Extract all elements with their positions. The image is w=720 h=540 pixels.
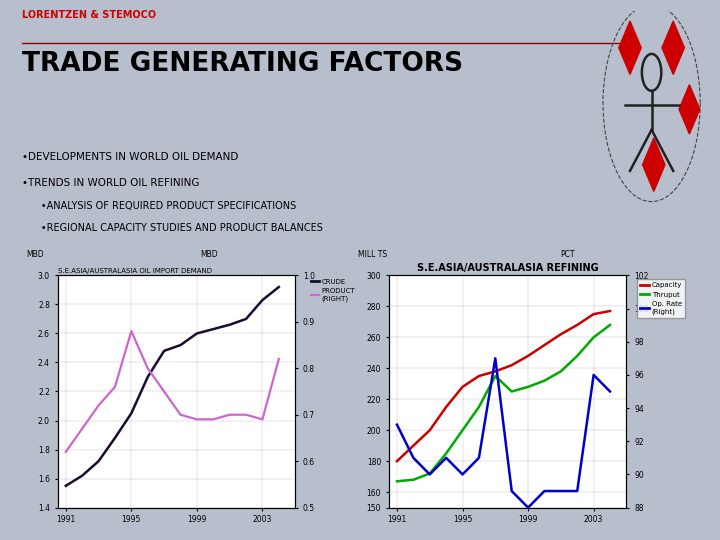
Text: TRADE GENERATING FACTORS: TRADE GENERATING FACTORS <box>22 51 463 77</box>
Text: MBD: MBD <box>200 250 217 259</box>
Polygon shape <box>679 85 700 134</box>
Text: LORENTZEN & STEMOCO: LORENTZEN & STEMOCO <box>22 10 156 20</box>
Text: •TRENDS IN WORLD OIL REFINING: •TRENDS IN WORLD OIL REFINING <box>22 178 199 188</box>
Text: S.E.ASIA/AUSTRALASIA OIL IMPORT DEMAND: S.E.ASIA/AUSTRALASIA OIL IMPORT DEMAND <box>58 268 212 274</box>
Text: MBD: MBD <box>27 250 45 259</box>
Legend: CRUDE, PRODUCT
(RIGHT): CRUDE, PRODUCT (RIGHT) <box>310 279 355 302</box>
Text: MILL TS: MILL TS <box>358 250 387 259</box>
Title: S.E.ASIA/AUSTRALASIA REFINING: S.E.ASIA/AUSTRALASIA REFINING <box>417 263 598 273</box>
Polygon shape <box>618 21 642 75</box>
Text: •ANALYSIS OF REQUIRED PRODUCT SPECIFICATIONS: •ANALYSIS OF REQUIRED PRODUCT SPECIFICAT… <box>22 200 296 211</box>
Polygon shape <box>662 21 685 75</box>
Text: •REGIONAL CAPACITY STUDIES AND PRODUCT BALANCES: •REGIONAL CAPACITY STUDIES AND PRODUCT B… <box>22 224 323 233</box>
Legend: Capacity, Thruput, Op. Rate
(Right): Capacity, Thruput, Op. Rate (Right) <box>637 279 685 318</box>
Text: PCT: PCT <box>560 250 575 259</box>
Polygon shape <box>642 138 665 191</box>
Text: •DEVELOPMENTS IN WORLD OIL DEMAND: •DEVELOPMENTS IN WORLD OIL DEMAND <box>22 152 238 163</box>
